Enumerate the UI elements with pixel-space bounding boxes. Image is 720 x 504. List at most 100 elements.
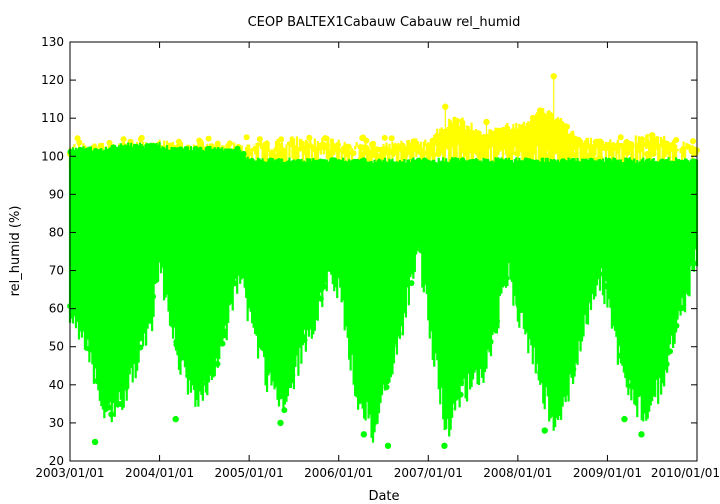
data-point <box>298 140 305 147</box>
data-point <box>225 142 232 149</box>
data-point <box>268 157 275 164</box>
data-point <box>187 149 194 156</box>
data-point <box>106 404 113 411</box>
data-point <box>447 405 454 412</box>
data-point <box>635 147 642 154</box>
x-axis: 2003/01/01 2004/01/01 2005/01/01 2006/01/01… <box>35 42 720 480</box>
data-point <box>319 141 326 148</box>
data-point <box>529 118 536 125</box>
data-point <box>690 138 697 145</box>
data-point <box>330 143 337 150</box>
outlier-point <box>442 103 449 110</box>
data-point <box>394 145 401 152</box>
data-point <box>462 145 469 152</box>
data-point <box>118 147 125 154</box>
min-point <box>441 442 448 449</box>
data-point <box>510 141 517 148</box>
data-point <box>558 120 565 127</box>
x-tick-label: 2008/01/01 <box>483 466 552 480</box>
data-point <box>432 136 439 143</box>
data-point <box>663 361 670 368</box>
data-point <box>592 139 599 146</box>
x-axis-label: Date <box>368 489 399 504</box>
data-point <box>605 141 612 148</box>
data-point <box>243 134 250 141</box>
data-point <box>445 144 452 151</box>
data-point <box>570 141 577 148</box>
data-point <box>644 400 651 407</box>
data-point <box>549 398 556 405</box>
data-point <box>125 144 132 151</box>
y-tick-label: 30 <box>49 416 64 430</box>
data-point <box>355 389 362 396</box>
data-point <box>366 153 373 160</box>
min-point <box>172 415 179 423</box>
data-point <box>74 135 81 142</box>
data-point <box>108 411 115 418</box>
data-point <box>412 142 419 149</box>
data-point <box>580 158 587 165</box>
data-point <box>603 283 610 290</box>
data-point <box>685 143 692 150</box>
data-point <box>544 139 551 146</box>
data-point <box>658 158 665 165</box>
data-point <box>167 142 174 149</box>
data-point <box>177 337 184 344</box>
data-point <box>522 152 529 159</box>
data-point <box>150 293 157 300</box>
data-point <box>568 132 575 139</box>
y-tick-label: 70 <box>49 264 64 278</box>
data-point <box>344 143 351 150</box>
data-point <box>262 151 269 158</box>
y-tick-label: 20 <box>49 454 64 468</box>
x-tick-label: 2006/01/01 <box>304 466 373 480</box>
data-point <box>552 404 559 411</box>
outlier-point <box>550 73 557 80</box>
data-point <box>173 341 180 348</box>
data-point <box>565 366 572 373</box>
data-point <box>529 159 536 166</box>
data-point <box>564 123 571 130</box>
data-point <box>457 391 464 398</box>
data-point <box>226 150 233 157</box>
data-point <box>97 142 104 149</box>
x-tick-label: 2004/01/01 <box>125 466 194 480</box>
y-axis: 20 30 40 50 60 70 80 90 100 110 120 130 <box>41 35 697 468</box>
data-point <box>488 322 495 329</box>
y-tick-label: 130 <box>41 35 64 49</box>
data-point <box>540 153 547 160</box>
data-point <box>478 134 485 141</box>
data-point <box>295 158 302 165</box>
data-point <box>117 401 124 408</box>
data-point <box>192 145 199 152</box>
plot-frame <box>69 41 698 462</box>
data-point <box>459 123 466 130</box>
data-point <box>375 154 382 161</box>
data-point <box>688 147 695 154</box>
data-point <box>597 254 604 261</box>
data-point <box>479 161 486 168</box>
data-point <box>562 144 569 151</box>
data-point <box>666 144 673 151</box>
data-point <box>430 151 437 158</box>
data-point <box>289 372 296 379</box>
x-tick-label: 2003/01/01 <box>35 466 104 480</box>
y-tick-label: 80 <box>49 225 64 239</box>
data-point <box>300 161 307 168</box>
data-point <box>137 344 144 351</box>
data-point <box>457 379 464 386</box>
data-point <box>197 139 204 146</box>
data-point <box>361 387 368 394</box>
data-point <box>691 242 698 249</box>
data-point <box>220 332 227 339</box>
data-point <box>215 148 222 155</box>
data-point <box>607 162 614 169</box>
data-point <box>97 380 104 387</box>
data-point <box>388 135 395 142</box>
data-point <box>416 148 423 155</box>
data-point <box>205 145 212 152</box>
data-point <box>452 157 459 164</box>
data-point <box>350 150 357 157</box>
data-point <box>284 382 291 389</box>
data-point <box>341 160 348 167</box>
